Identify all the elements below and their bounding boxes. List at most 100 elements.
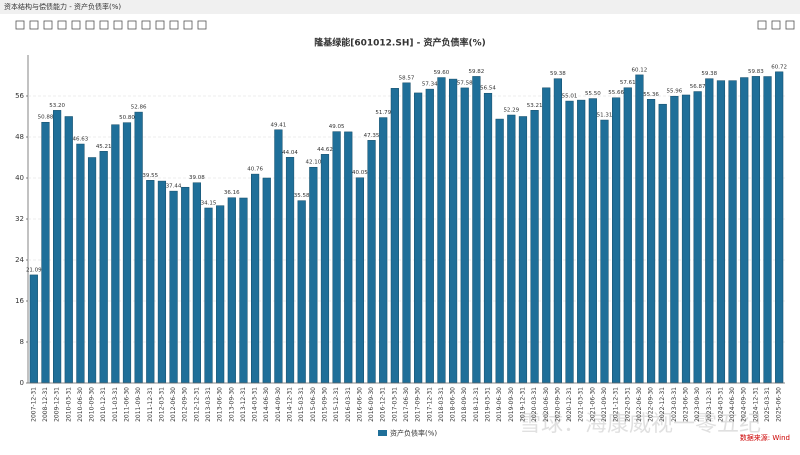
bar (192, 182, 201, 384)
bar (367, 140, 376, 384)
x-tick-label: 2020-12-31 (566, 387, 573, 422)
data-label: 37.44 (166, 184, 182, 190)
bar (716, 80, 726, 384)
bar (635, 74, 644, 384)
x-tick-label: 2009-12-31 (54, 387, 61, 422)
data-label: 47.35 (364, 133, 380, 139)
x-tick-label: 2013-06-30 (217, 387, 224, 422)
bar (76, 143, 85, 384)
bar (565, 100, 574, 384)
y-tick-label: 32 (15, 215, 24, 223)
bar (751, 76, 760, 384)
x-tick-label: 2011-06-30 (123, 387, 130, 422)
data-label: 35.58 (294, 193, 310, 199)
bar (355, 177, 365, 384)
x-tick-label: 2020-03-31 (531, 387, 538, 422)
data-label: 59.38 (701, 71, 717, 77)
legend-label: 资产负债率(%) (390, 429, 437, 438)
x-tick-label: 2017-12-31 (426, 387, 433, 422)
bar (134, 111, 143, 384)
bar (623, 87, 632, 384)
x-tick-label: 2016-03-31 (345, 387, 352, 422)
data-label: 59.82 (469, 69, 485, 75)
y-tick-label: 0 (20, 379, 24, 387)
bar (658, 103, 667, 384)
x-tick-label: 2017-06-30 (403, 387, 410, 422)
bar (379, 117, 388, 384)
data-label: 40.05 (352, 170, 368, 176)
data-label: 53.20 (49, 103, 65, 109)
x-tick-label: 2023-09-30 (694, 387, 701, 422)
x-tick-label: 2019-03-31 (485, 387, 492, 422)
x-tick-label: 2015-09-30 (321, 387, 328, 422)
data-label: 39.08 (189, 175, 205, 181)
x-tick-label: 2013-09-30 (228, 387, 235, 422)
bar (29, 274, 38, 384)
bar (681, 94, 691, 384)
data-label: 55.01 (562, 94, 578, 100)
x-tick-label: 2024-03-31 (717, 387, 724, 422)
x-tick-label: 2013-03-31 (205, 387, 212, 422)
data-label: 50.80 (119, 115, 135, 121)
bar (309, 166, 318, 384)
data-label: 59.60 (434, 70, 450, 76)
data-label: 57.34 (422, 82, 438, 88)
x-tick-label: 2023-12-31 (706, 387, 713, 422)
watermark: 雪球：海康威视一零五纪 (519, 412, 761, 437)
x-tick-label: 2010-12-31 (100, 387, 107, 422)
data-label: 58.57 (399, 75, 415, 81)
bar (705, 78, 714, 384)
x-tick-label: 2020-06-30 (543, 387, 550, 422)
x-tick-label: 2025-03-31 (764, 387, 771, 422)
x-tick-label: 2019-09-30 (508, 387, 515, 422)
bar (483, 92, 493, 384)
title-bar (0, 0, 800, 14)
x-tick-label: 2007-12-31 (30, 387, 37, 422)
bar (530, 110, 539, 384)
data-label: 40.76 (247, 167, 263, 173)
x-tick-label: 2024-09-30 (741, 387, 748, 422)
bar (64, 116, 73, 384)
bar (588, 98, 597, 384)
data-label: 46.63 (73, 137, 89, 143)
toolbar[interactable] (15, 20, 795, 30)
x-tick-label: 2021-06-30 (589, 387, 596, 422)
bar (693, 91, 702, 384)
bar (274, 129, 283, 384)
bar (425, 88, 434, 384)
source: 数据来源: Wind (740, 433, 790, 442)
x-tick-label: 2015-03-31 (298, 387, 305, 422)
x-tick-label: 2010-06-30 (77, 387, 84, 422)
window-title: 资本结构与偿债能力 - 资产负债率(%) (4, 2, 121, 11)
x-tick-label: 2023-06-30 (683, 387, 690, 422)
bar (87, 157, 97, 384)
x-tick-label: 2010-09-30 (89, 387, 96, 422)
x-tick-label: 2011-09-30 (135, 387, 142, 422)
bar (542, 87, 551, 384)
x-tick-label: 2011-12-31 (147, 387, 154, 422)
bar (111, 124, 120, 384)
bar (646, 99, 656, 384)
data-label: 59.83 (748, 69, 764, 75)
bar (414, 92, 423, 384)
data-label: 52.29 (503, 108, 519, 114)
bar (297, 200, 306, 384)
x-tick-label: 2021-12-31 (613, 387, 620, 422)
data-label: 39.55 (142, 173, 158, 179)
data-label: 44.62 (317, 147, 333, 153)
bar (437, 77, 446, 384)
bar (460, 87, 469, 384)
data-label: 55.36 (643, 92, 659, 98)
bar (390, 88, 399, 384)
bar (472, 76, 481, 384)
data-label: 55.96 (666, 89, 682, 95)
bar (332, 131, 341, 384)
y-tick-label: 56 (15, 92, 24, 100)
bar (402, 82, 411, 384)
data-label: 60.72 (771, 64, 787, 70)
data-label: 55.66 (608, 90, 624, 96)
bar (204, 207, 213, 384)
x-tick-label: 2015-12-31 (333, 387, 340, 422)
bar (41, 121, 50, 384)
bar (612, 97, 621, 384)
